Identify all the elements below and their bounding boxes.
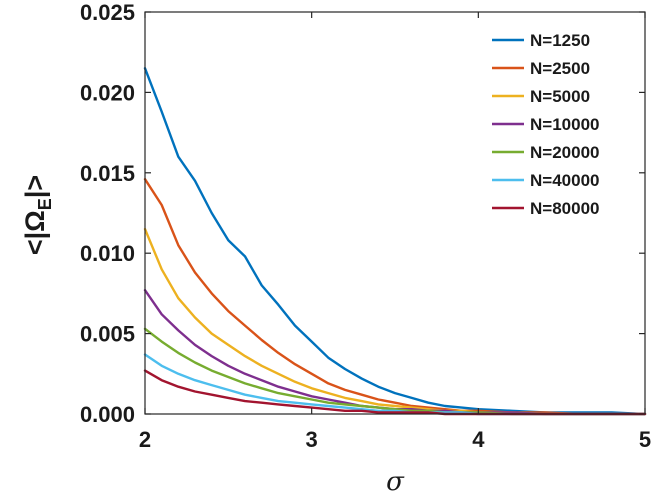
y-axis-label-prefix: <|Ω — [20, 210, 50, 255]
axes-box — [144, 11, 646, 415]
legend-entry: N=20000 — [492, 143, 599, 162]
legend-label: N=80000 — [530, 199, 599, 218]
legend-entry: N=80000 — [492, 199, 599, 218]
legend-entry: N=2500 — [492, 59, 590, 78]
series-line-n-20000 — [143, 327, 647, 416]
x-tick-label: 4 — [472, 427, 485, 452]
y-tick-label: 0.005 — [80, 322, 135, 347]
legend-label: N=20000 — [530, 143, 599, 162]
y-tick-label: 0.025 — [80, 0, 135, 25]
y-tick-label: 0.020 — [80, 80, 135, 105]
y-tick-label: 0.000 — [80, 402, 135, 427]
y-axis-label-subscript: E — [35, 198, 55, 210]
legend-label: N=2500 — [530, 59, 590, 78]
tick-labels: 2 3 4 5 0.000 0.005 0.010 0.015 0.020 0.025 — [80, 0, 651, 452]
legend-label: N=40000 — [530, 171, 599, 190]
tick-marks — [144, 11, 646, 415]
legend-entry: N=40000 — [492, 171, 599, 190]
x-axis-label: σ — [386, 467, 405, 497]
y-tick-label: 0.010 — [80, 241, 135, 266]
legend-label: N=10000 — [530, 115, 599, 134]
y-axis-label: <|ΩE|> — [20, 175, 55, 255]
plot-frame — [144, 11, 646, 415]
x-tick-label: 2 — [139, 427, 151, 452]
legend-entry: N=5000 — [492, 87, 590, 106]
legend: N=1250 N=2500 N=5000 N=10000 N=20000 N=40000 N… — [492, 31, 599, 218]
x-tick-label: 5 — [639, 427, 651, 452]
legend-entry: N=10000 — [492, 115, 599, 134]
series-line-n-1250 — [143, 67, 647, 416]
y-axis-label-suffix: |> — [20, 175, 50, 198]
series-layer — [143, 67, 647, 416]
x-tick-label: 3 — [306, 427, 318, 452]
legend-entry: N=1250 — [492, 31, 590, 50]
y-tick-label: 0.015 — [80, 161, 135, 186]
legend-label: N=1250 — [530, 31, 590, 50]
legend-label: N=5000 — [530, 87, 590, 106]
